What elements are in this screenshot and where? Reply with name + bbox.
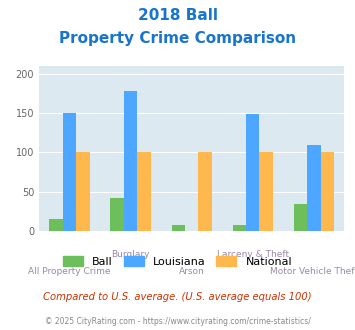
Bar — [246, 114, 260, 231]
Text: Arson: Arson — [179, 267, 204, 276]
Bar — [137, 152, 151, 231]
Text: Burglary: Burglary — [111, 250, 150, 259]
Bar — [63, 113, 76, 231]
Bar — [76, 152, 90, 231]
Text: Property Crime Comparison: Property Crime Comparison — [59, 31, 296, 46]
Bar — [260, 152, 273, 231]
Text: All Property Crime: All Property Crime — [28, 267, 111, 276]
Text: 2018 Ball: 2018 Ball — [137, 8, 218, 23]
Bar — [49, 219, 63, 231]
Bar — [307, 145, 321, 231]
Bar — [294, 204, 307, 231]
Bar — [124, 91, 137, 231]
Text: Larceny & Theft: Larceny & Theft — [217, 250, 289, 259]
Legend: Ball, Louisiana, National: Ball, Louisiana, National — [59, 251, 296, 271]
Bar — [321, 152, 334, 231]
Bar — [233, 225, 246, 231]
Text: Compared to U.S. average. (U.S. average equals 100): Compared to U.S. average. (U.S. average … — [43, 292, 312, 302]
Bar — [198, 152, 212, 231]
Bar — [171, 225, 185, 231]
Text: © 2025 CityRating.com - https://www.cityrating.com/crime-statistics/: © 2025 CityRating.com - https://www.city… — [45, 317, 310, 326]
Text: Motor Vehicle Theft: Motor Vehicle Theft — [270, 267, 355, 276]
Bar — [110, 198, 124, 231]
